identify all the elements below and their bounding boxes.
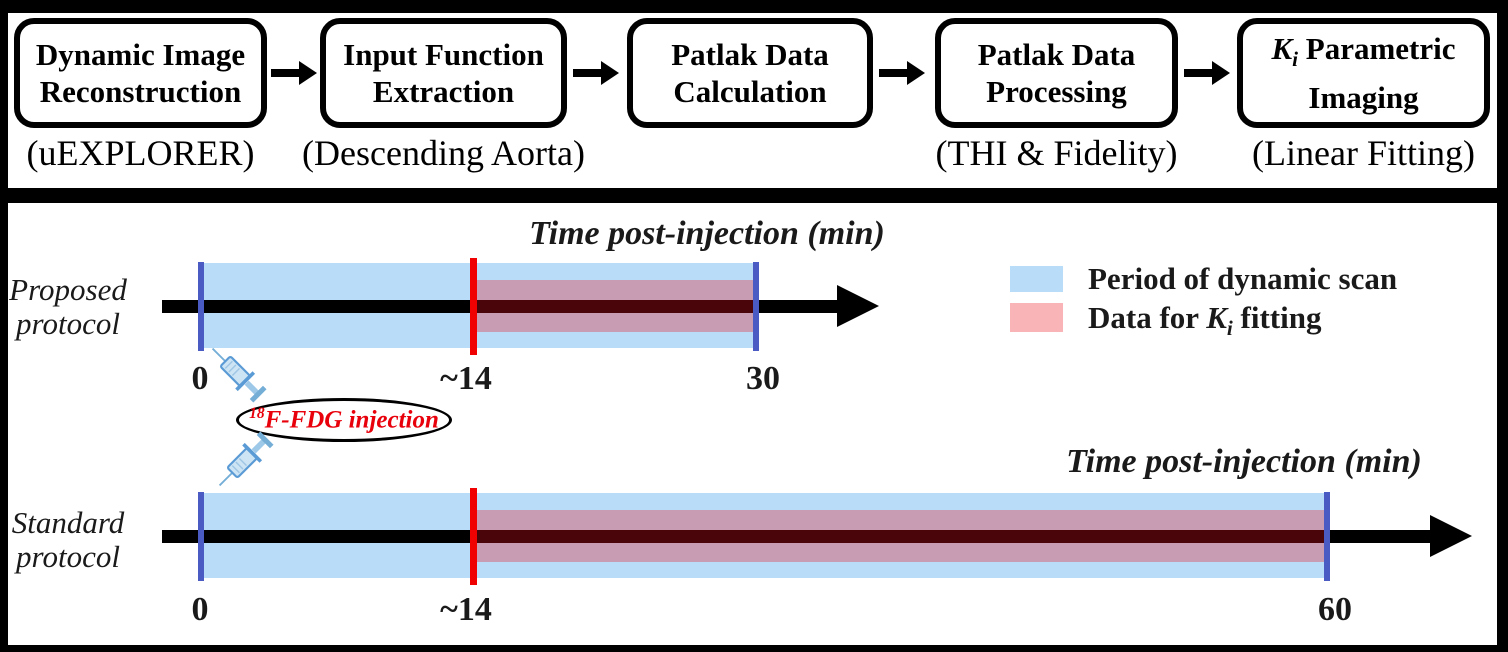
flow-box-subtitle-thi-fidelity: (THI & Fidelity): [935, 133, 1178, 173]
flow-box-title-line: Ki Parametric: [1271, 31, 1456, 72]
proposed-tick-end: 30: [746, 360, 780, 397]
standard-time-axis-arrow: [162, 530, 1430, 543]
proposed-marker-30: [753, 262, 759, 351]
flow-box-patlak-data-calculation: Patlak Data Calculation: [627, 18, 873, 128]
flow-box-input-function-extraction: Input Function Extraction: [320, 18, 567, 128]
proposed-marker-14: [470, 258, 477, 355]
standard-label-line1: Standard: [11, 505, 125, 540]
flow-box-title-line: Reconstruction: [39, 74, 242, 109]
flow-arrow-icon: [1184, 61, 1230, 85]
proposed-arrowhead-icon: [837, 285, 879, 327]
proposed-protocol-label: Proposed protocol: [8, 273, 128, 341]
injection-label: 18F-FDG injection: [249, 405, 439, 434]
flow-box-title-line: Calculation: [673, 74, 827, 109]
proposed-tick-14: ~14: [440, 360, 492, 397]
flow-box-subtitle-uexplorer: (uEXPLORER): [26, 133, 255, 173]
injection-callout: 18F-FDG injection: [236, 398, 452, 442]
proposed-time-axis-arrow: [162, 300, 837, 313]
proposed-fitting-band: [473, 280, 756, 332]
legend-fit-label: Data for Ki fitting: [1088, 300, 1322, 341]
standard-tick-0: 0: [191, 591, 209, 628]
proposed-tick-0: 0: [191, 360, 209, 397]
flow-box-title-line: Extraction: [372, 74, 515, 109]
standard-protocol-label: Standard protocol: [8, 506, 128, 574]
flow-box-title-line: Patlak Data: [671, 37, 829, 72]
proposed-label-line2: protocol: [16, 306, 120, 341]
flow-arrow-icon: [879, 61, 925, 85]
flow-arrow-icon: [271, 61, 317, 85]
flow-box-title-line: Patlak Data: [977, 37, 1136, 72]
flow-box-patlak-data-processing: Patlak Data Processing: [935, 18, 1178, 128]
syringe-icon: [211, 347, 267, 403]
flow-box-ki-parametric-imaging: Ki Parametric Imaging: [1237, 18, 1490, 128]
timeline-panel: Time post-injection (min) Proposed proto…: [8, 203, 1497, 645]
standard-arrowhead-icon: [1430, 515, 1472, 557]
legend-scan-label: Period of dynamic scan: [1088, 261, 1398, 296]
standard-marker-14: [470, 488, 477, 585]
legend-fit-swatch: [1010, 303, 1063, 332]
proposed-axis-title: Time post-injection (min): [529, 215, 885, 252]
standard-axis-title: Time post-injection (min): [1066, 443, 1422, 480]
flow-box-title-line: Dynamic Image: [35, 37, 246, 72]
standard-tick-14: ~14: [440, 591, 492, 628]
standard-fitting-band: [473, 510, 1327, 562]
proposed-label-line1: Proposed: [9, 272, 127, 307]
flow-box-title-line: Input Function: [343, 37, 544, 72]
flow-box-title-line: Processing: [986, 74, 1127, 109]
standard-tick-end: 60: [1318, 591, 1352, 628]
standard-marker-60: [1324, 492, 1330, 581]
proposed-marker-0: [198, 262, 204, 351]
flow-box-subtitle-linear-fitting: (Linear Fitting): [1252, 133, 1475, 173]
standard-marker-0: [198, 492, 204, 581]
standard-label-line2: protocol: [16, 539, 120, 574]
syringe-icon: [218, 431, 274, 487]
flow-box-subtitle-descending-aorta: (Descending Aorta): [302, 133, 585, 173]
flow-box-title-line: Imaging: [1308, 79, 1419, 115]
flow-arrow-icon: [573, 61, 619, 85]
legend-scan-swatch: [1010, 266, 1063, 292]
flow-box-dynamic-image-reconstruction: Dynamic Image Reconstruction: [14, 18, 267, 128]
flowchart-panel: Dynamic Image Reconstruction (uEXPLORER)…: [8, 13, 1497, 188]
